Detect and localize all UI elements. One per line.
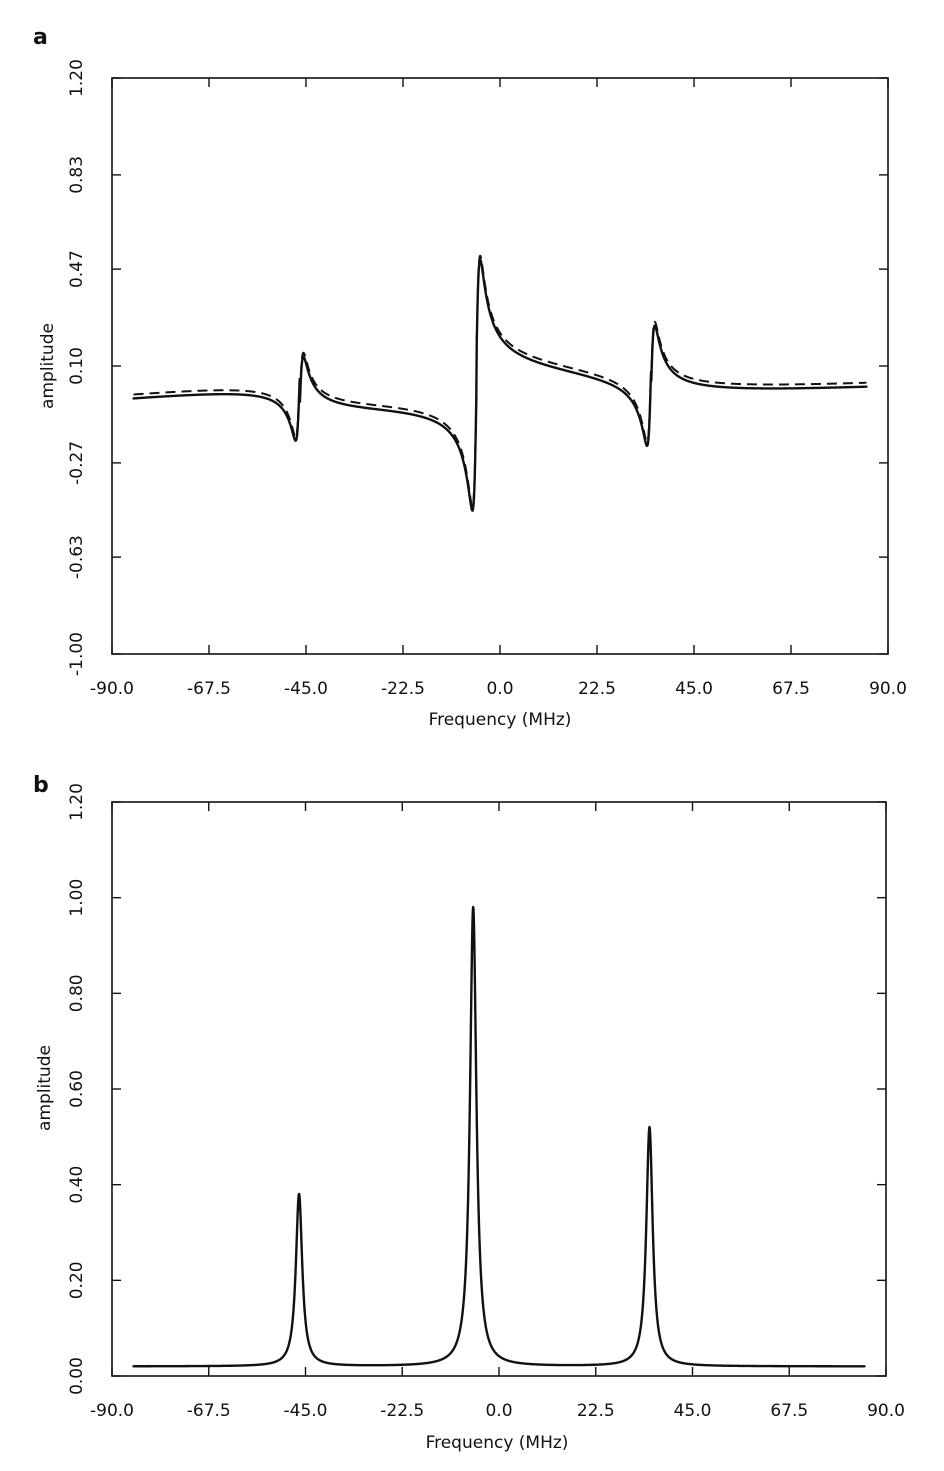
x-tick-label: -90.0: [90, 679, 134, 699]
x-tick-label: 67.5: [772, 679, 810, 699]
x-tick-label: 90.0: [867, 1401, 905, 1421]
panel-a-y-tick-labels: -1.00 -0.63 -0.27 0.10 0.47 0.83 1.20: [67, 59, 87, 676]
x-tick-label: 0.0: [486, 679, 513, 699]
x-tick-label: -22.5: [380, 1401, 424, 1421]
panel-a-y-ticks: [112, 77, 888, 655]
y-tick-label: -1.00: [67, 632, 87, 676]
y-tick-label: -0.63: [67, 535, 87, 579]
y-tick-label: 0.10: [67, 347, 87, 385]
y-tick-label: 0.83: [67, 156, 87, 194]
y-tick-label: 1.20: [67, 783, 87, 821]
panel-b-y-tick-labels: 0.00 0.20 0.40 0.60 0.80 1.00 1.20: [67, 783, 87, 1395]
y-tick-label: 0.00: [67, 1357, 87, 1395]
x-tick-label: -45.0: [284, 679, 328, 699]
panel-a-label: a: [33, 25, 48, 50]
x-tick-label: 45.0: [675, 679, 713, 699]
x-tick-label: -22.5: [381, 679, 425, 699]
panel-a-x-axis-title: Frequency (MHz): [429, 710, 572, 730]
x-tick-label: 45.0: [674, 1401, 712, 1421]
panel-b-x-tick-labels: -90.0 -67.5 -45.0 -22.5 0.0 22.5 45.0 67…: [90, 1401, 905, 1421]
panel-b-series-magnitude: [132, 905, 866, 1368]
x-tick-label: -67.5: [187, 1401, 231, 1421]
x-tick-label: 22.5: [577, 1401, 615, 1421]
y-tick-label: 0.80: [67, 974, 87, 1012]
panel-b-x-axis-title: Frequency (MHz): [426, 1433, 569, 1453]
y-tick-label: 0.40: [67, 1166, 87, 1204]
y-tick-label: 1.00: [67, 879, 87, 917]
y-tick-label: 1.20: [67, 59, 87, 97]
panel-b: b 0.00 0.20 0.40 0.60 0.80 1.00 1.20 -90…: [33, 773, 905, 1453]
x-tick-label: 90.0: [869, 679, 907, 699]
x-tick-label: 0.0: [485, 1401, 512, 1421]
x-tick-label: 67.5: [770, 1401, 808, 1421]
panel-a-x-ticks: [111, 78, 889, 654]
y-tick-label: 0.60: [67, 1070, 87, 1108]
panel-a-series-dashed: [132, 254, 868, 508]
panel-b-x-ticks: [111, 802, 887, 1376]
x-tick-label: 22.5: [578, 679, 616, 699]
panel-a-series-solid: [132, 258, 868, 512]
y-tick-label: -0.27: [67, 441, 87, 485]
panel-a-y-axis-title: amplitude: [38, 323, 58, 409]
y-tick-label: 0.20: [67, 1261, 87, 1299]
x-tick-label: -90.0: [90, 1401, 134, 1421]
panel-b-y-ticks: [112, 801, 886, 1377]
x-tick-label: -67.5: [187, 679, 231, 699]
panel-b-plot-frame: [111, 801, 887, 1377]
panel-b-label: b: [33, 773, 49, 798]
x-tick-label: -45.0: [284, 1401, 328, 1421]
panel-b-y-axis-title: amplitude: [35, 1045, 55, 1131]
y-tick-label: 0.47: [67, 250, 87, 288]
panel-a-x-tick-labels: -90.0 -67.5 -45.0 -22.5 0.0 22.5 45.0 67…: [90, 679, 907, 699]
panel-a-plot-frame: [111, 77, 889, 655]
panel-a: a -1.00 -0.63 -0.27 0.10 0.47 0.83 1.20 …: [33, 25, 907, 730]
